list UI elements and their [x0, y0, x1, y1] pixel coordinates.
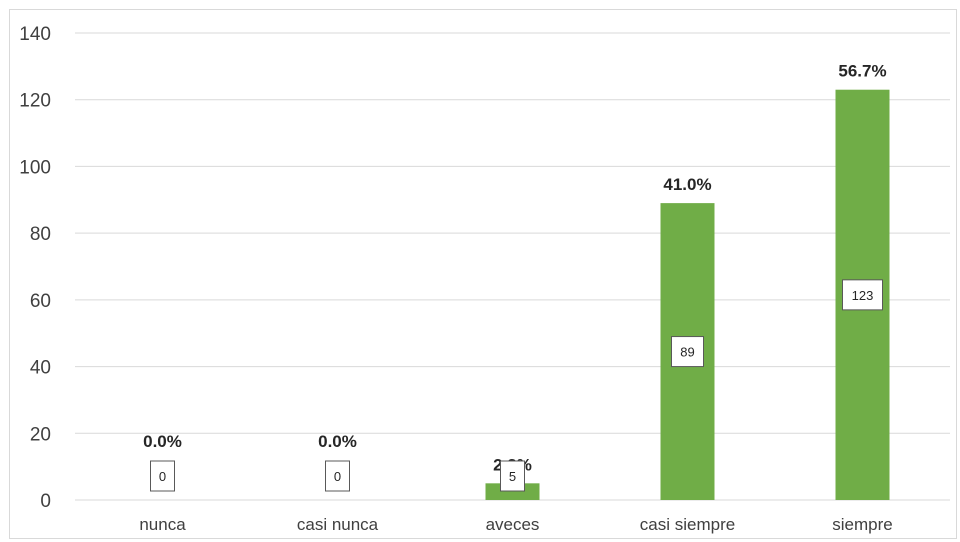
value-label-box: [150, 460, 175, 492]
y-tick-label: 80: [30, 224, 51, 245]
y-tick-label: 100: [19, 157, 51, 178]
percent-label: 0.0%: [143, 432, 182, 451]
bar: [485, 483, 540, 500]
percent-label: 0.0%: [318, 432, 357, 451]
value-label: 0: [334, 469, 341, 484]
value-label: 5: [509, 469, 516, 484]
percent-label: 56.7%: [838, 62, 886, 81]
chart-frame: [9, 9, 957, 539]
y-tick-label: 40: [30, 358, 51, 379]
x-category-label: casi nunca: [297, 515, 379, 534]
percent-label: 41.0%: [663, 175, 711, 194]
y-tick-label: 140: [19, 24, 51, 45]
value-label-box: [500, 460, 525, 492]
x-category-label: nunca: [139, 515, 186, 534]
x-category-label: casi siempre: [640, 515, 735, 534]
x-category-label: siempre: [832, 515, 892, 534]
value-label-box: [842, 279, 883, 311]
value-label-box: [671, 336, 704, 368]
value-label: 89: [680, 345, 694, 360]
value-label: 123: [852, 288, 874, 303]
value-label: 0: [159, 469, 166, 484]
y-tick-label: 120: [19, 91, 51, 112]
x-category-label: aveces: [486, 515, 540, 534]
value-label-box: [325, 460, 350, 492]
y-tick-label: 0: [40, 491, 51, 512]
y-tick-label: 60: [30, 291, 51, 312]
y-tick-label: 20: [30, 424, 51, 445]
